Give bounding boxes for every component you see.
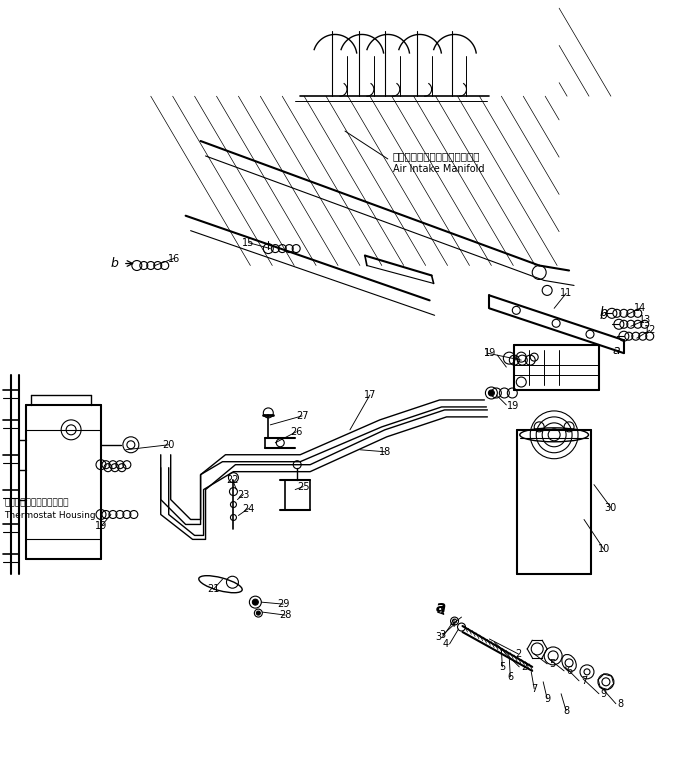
Text: 27: 27 — [296, 411, 308, 421]
Text: 25: 25 — [297, 482, 309, 491]
Text: 8: 8 — [563, 706, 569, 715]
Text: 1: 1 — [484, 348, 490, 358]
Text: 19: 19 — [95, 522, 107, 531]
Text: 28: 28 — [279, 610, 291, 620]
Text: 19: 19 — [484, 348, 497, 358]
Text: 5: 5 — [499, 662, 505, 672]
Text: 2: 2 — [515, 649, 521, 659]
Text: 29: 29 — [277, 599, 289, 609]
Text: 18: 18 — [379, 447, 391, 457]
Text: 9: 9 — [600, 689, 606, 699]
Text: a: a — [613, 344, 620, 357]
Text: b: b — [111, 257, 119, 270]
Circle shape — [256, 611, 261, 615]
Text: 2: 2 — [521, 662, 527, 672]
Text: 20: 20 — [163, 440, 175, 450]
Text: 4: 4 — [449, 619, 456, 629]
Text: 6: 6 — [508, 672, 514, 682]
Text: 26: 26 — [290, 427, 302, 437]
Circle shape — [488, 390, 495, 396]
Text: 16: 16 — [168, 254, 180, 263]
Text: 30: 30 — [605, 502, 617, 512]
Text: 23: 23 — [237, 490, 250, 500]
Text: 15: 15 — [242, 237, 254, 248]
Text: 10: 10 — [598, 544, 610, 555]
Text: 21: 21 — [207, 584, 220, 594]
Text: a: a — [436, 600, 446, 615]
Text: 17: 17 — [364, 390, 376, 400]
Text: 19: 19 — [508, 401, 520, 411]
Text: 8: 8 — [617, 699, 623, 708]
Text: 3: 3 — [436, 632, 442, 642]
Text: サーモスタットハウジング: サーモスタットハウジング — [4, 498, 69, 507]
Text: 7: 7 — [581, 676, 588, 686]
Text: 24: 24 — [242, 504, 254, 514]
Text: 9: 9 — [544, 694, 550, 704]
Text: b: b — [600, 308, 608, 322]
Text: 4: 4 — [443, 639, 449, 649]
Text: 11: 11 — [560, 288, 573, 298]
Text: Thermostat Housing: Thermostat Housing — [4, 511, 96, 520]
Text: 13: 13 — [639, 316, 651, 325]
Text: 22: 22 — [226, 475, 239, 485]
Text: 14: 14 — [633, 303, 646, 313]
Text: 5: 5 — [549, 659, 555, 669]
Text: b: b — [600, 306, 608, 319]
Text: 6: 6 — [566, 666, 573, 676]
Circle shape — [252, 599, 259, 605]
Text: 12: 12 — [644, 325, 656, 335]
Text: 3: 3 — [440, 630, 446, 640]
Text: 7: 7 — [531, 684, 538, 694]
Text: Air Intake Manifold: Air Intake Manifold — [393, 164, 484, 174]
Text: エアーインテークマニホールド: エアーインテークマニホールド — [393, 151, 480, 161]
